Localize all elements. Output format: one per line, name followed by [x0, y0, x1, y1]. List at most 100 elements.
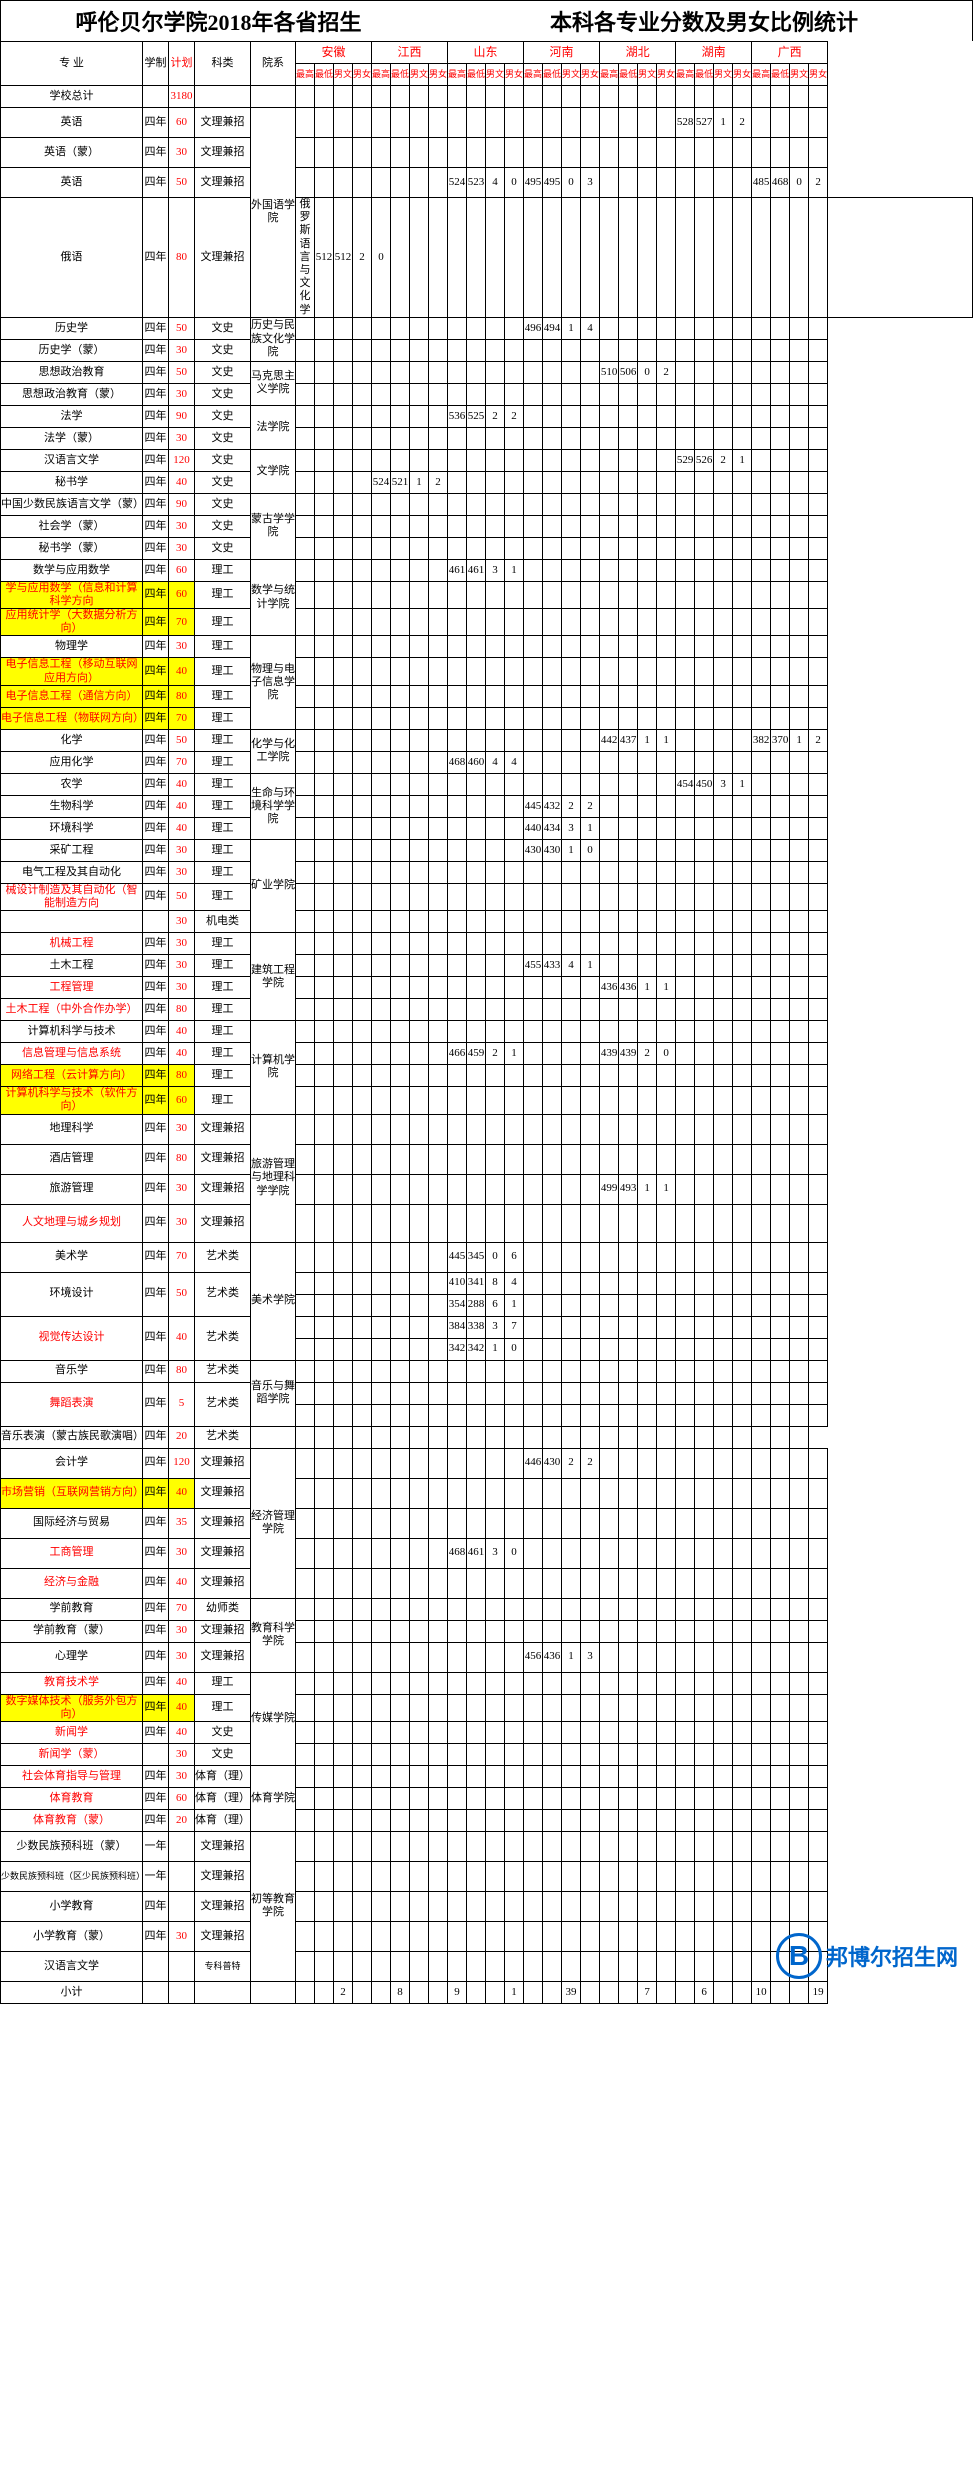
cell-data [619, 1316, 638, 1338]
cell-data [410, 751, 429, 773]
header-subcol: 男女 [657, 64, 676, 86]
cell-major: 小学教育 [1, 1891, 143, 1921]
cell-data [315, 817, 334, 839]
cell-data [448, 1861, 467, 1891]
cell-data [410, 1144, 429, 1174]
cell-data [771, 138, 790, 168]
cell-data [733, 861, 752, 883]
cell-data [809, 339, 828, 361]
cell-data [619, 1478, 638, 1508]
cell-category: 艺术类 [195, 1272, 251, 1316]
cell-data: 2 [581, 795, 600, 817]
cell-data [429, 361, 448, 383]
cell-category: 理工 [195, 1672, 251, 1694]
cell-duration: 一年 [143, 1831, 169, 1861]
cell-data [657, 1144, 676, 1174]
cell-data [467, 1765, 486, 1787]
cell-data [809, 537, 828, 559]
cell-data [429, 1809, 448, 1831]
cell-data [676, 168, 695, 198]
cell-data: 1 [562, 1642, 581, 1672]
cell-data [353, 537, 372, 559]
cell-data [296, 1921, 315, 1951]
cell-data [619, 1448, 638, 1478]
cell-data [524, 1891, 543, 1921]
cell-data [790, 1448, 809, 1478]
table-row: 采矿工程四年30理工矿业学院43043010 [1, 839, 973, 861]
cell-category: 体育（理） [195, 1787, 251, 1809]
cell-major: 环境设计 [1, 1272, 143, 1316]
cell-data: 2 [562, 795, 581, 817]
cell-data [638, 138, 657, 168]
cell-data [315, 449, 334, 471]
cell-data [752, 1787, 771, 1809]
cell-data [391, 955, 410, 977]
table-row: 秘书学四年40文史52452112 [1, 471, 973, 493]
cell-data [714, 581, 733, 608]
cell-data [391, 1831, 410, 1861]
cell-data [467, 1065, 486, 1087]
cell-data [771, 999, 790, 1021]
cell-data [505, 449, 524, 471]
cell-data [562, 685, 581, 707]
cell-data [771, 581, 790, 608]
cell-data [714, 1294, 733, 1316]
cell-data [486, 609, 505, 636]
cell-data [353, 1694, 372, 1721]
cell-data [334, 1478, 353, 1508]
cell-data [695, 1294, 714, 1316]
cell-data [638, 1272, 657, 1294]
cell-data [600, 471, 619, 493]
cell-data [638, 839, 657, 861]
header-subcol: 最低 [467, 64, 486, 86]
cell-plan: 40 [169, 773, 195, 795]
cell-data [600, 1620, 619, 1642]
cell-data [334, 707, 353, 729]
cell-data [429, 1891, 448, 1921]
table-row: 电子信息工程（移动互联网应用方向）四年40理工 [1, 658, 973, 685]
cell-data [524, 1508, 543, 1538]
cell-data [391, 1360, 410, 1382]
cell-data: 0 [505, 1538, 524, 1568]
cell-major: 教育技术学 [1, 1672, 143, 1694]
cell-data [429, 955, 448, 977]
cell-data [429, 108, 448, 138]
cell-data [562, 86, 581, 108]
cell-data [429, 1598, 448, 1620]
cell-category: 理工 [195, 977, 251, 999]
cell-data [315, 168, 334, 198]
footer-cell [733, 1981, 752, 2003]
cell-data [543, 1360, 562, 1382]
cell-data [372, 1538, 391, 1568]
cell-data [619, 339, 638, 361]
cell-category: 机电类 [195, 911, 251, 933]
cell-data [657, 383, 676, 405]
cell-data [581, 1598, 600, 1620]
cell-data [505, 795, 524, 817]
cell-data [410, 839, 429, 861]
table-row: 农学四年40理工生命与环境科学学院45445031 [1, 773, 973, 795]
cell-major: 国际经济与贸易 [1, 1508, 143, 1538]
table-row: 英语四年50文理兼招524523404954950348546802 [1, 168, 973, 198]
cell-data: 521 [391, 471, 410, 493]
cell-data [657, 493, 676, 515]
cell-data [714, 1426, 733, 1448]
cell-data [809, 559, 828, 581]
cell-data [524, 1598, 543, 1620]
header-subcol: 男女 [505, 64, 524, 86]
cell-data [790, 1620, 809, 1642]
cell-data [581, 751, 600, 773]
cell-data [752, 537, 771, 559]
cell-data [600, 658, 619, 685]
cell-data [372, 427, 391, 449]
cell-data [619, 1743, 638, 1765]
cell-data [581, 1272, 600, 1294]
cell-data [714, 168, 733, 198]
cell-data [315, 1598, 334, 1620]
cell-data [372, 1294, 391, 1316]
header-subcol: 男文 [562, 64, 581, 86]
cell-data [315, 1065, 334, 1087]
cell-data [752, 108, 771, 138]
cell-data [296, 1316, 315, 1338]
cell-data: 3 [581, 168, 600, 198]
